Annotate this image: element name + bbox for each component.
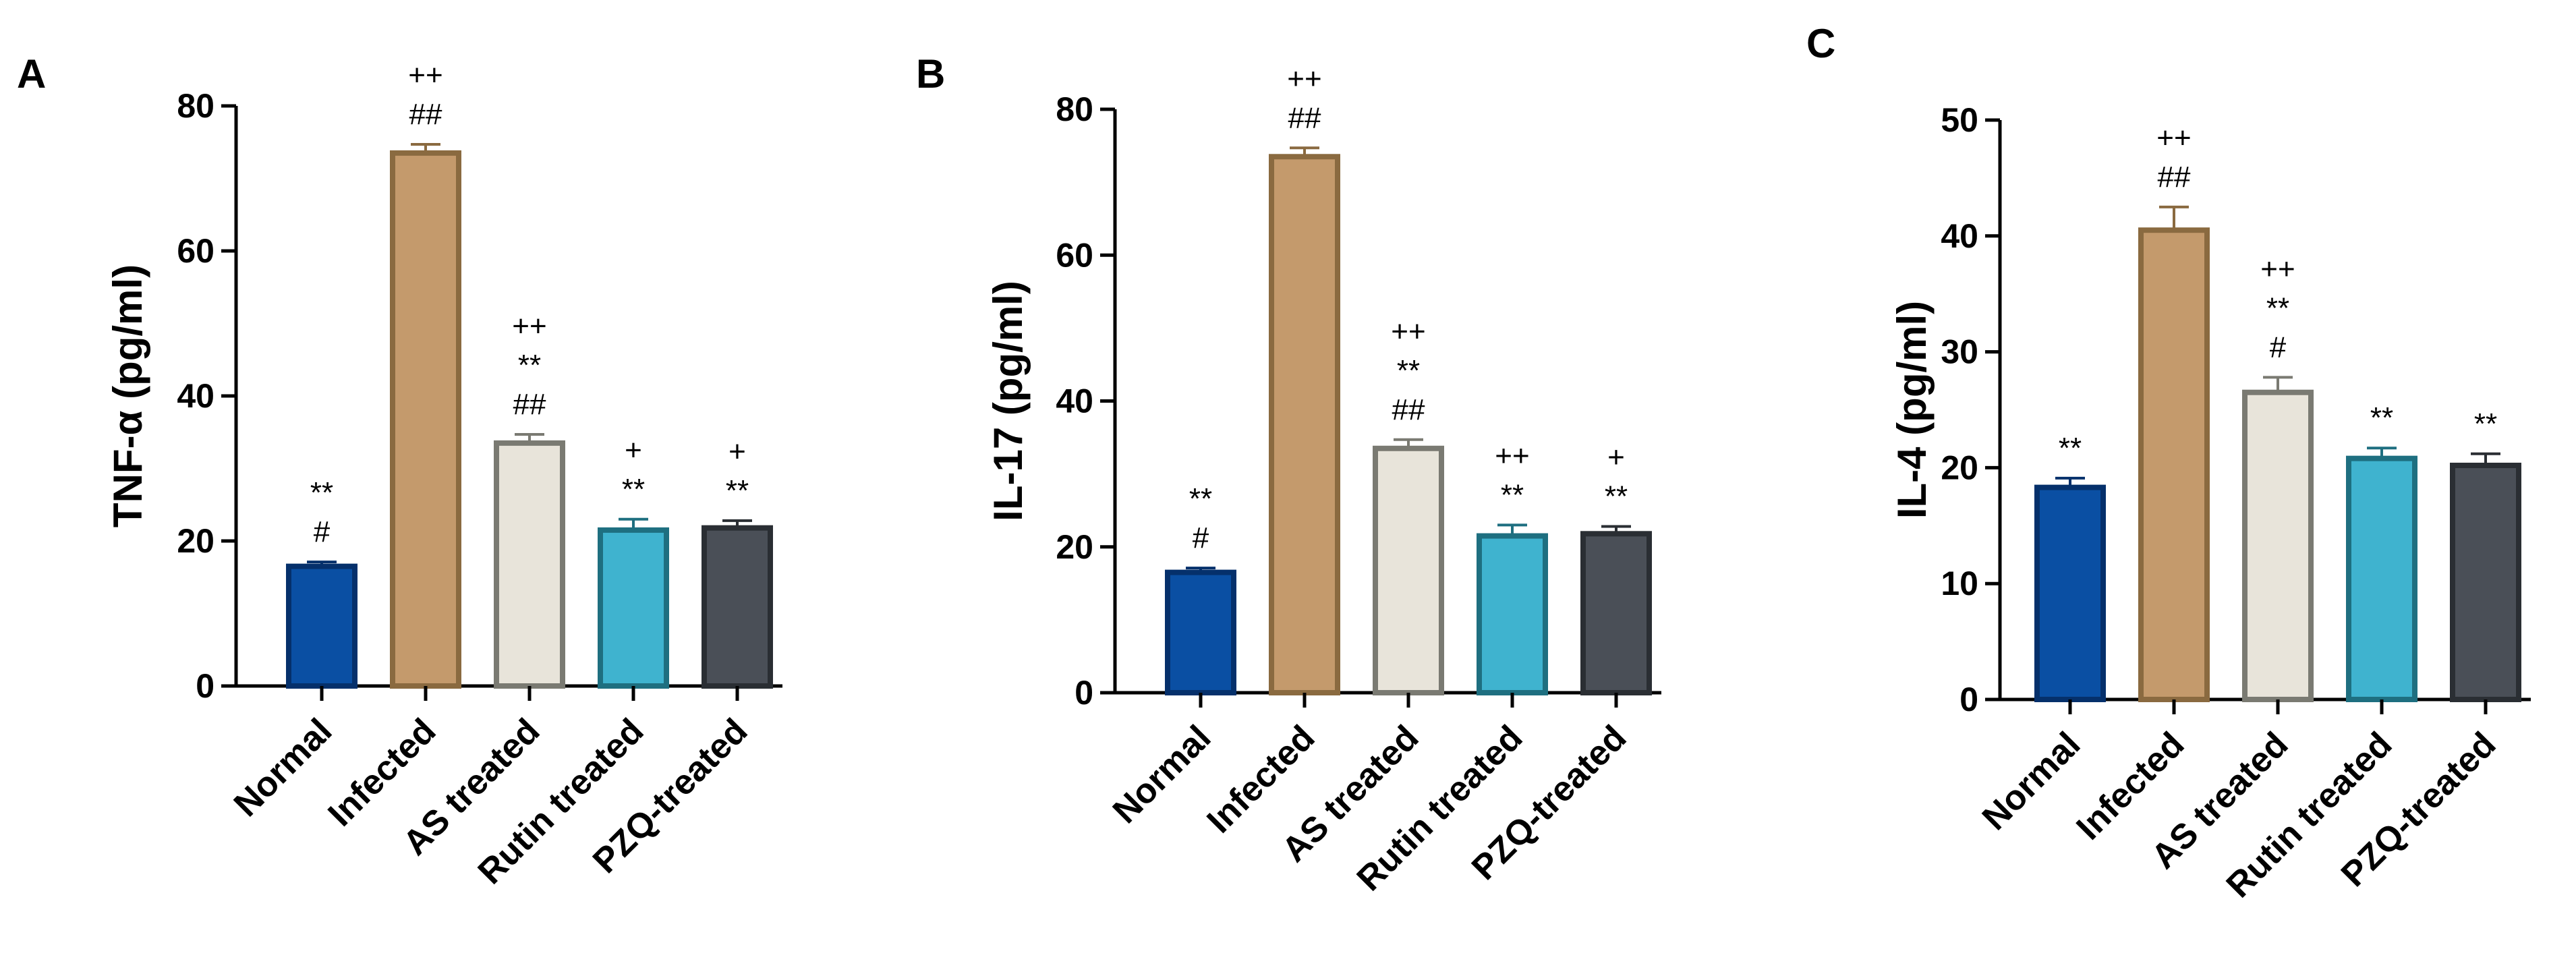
significance-label: # xyxy=(314,515,331,548)
y-tick-label: 0 xyxy=(1075,674,1093,712)
significance-label: ** xyxy=(1605,480,1628,513)
bar-rutin-treated xyxy=(598,527,669,689)
bar-rutin-treated xyxy=(2346,455,2417,702)
bar-normal xyxy=(286,563,357,689)
y-tick-label: 20 xyxy=(1941,449,1978,486)
bar-as-treated xyxy=(1373,445,1444,695)
panel-letter: B xyxy=(916,51,945,96)
panel-letter: A xyxy=(17,51,46,96)
significance-label: ** xyxy=(1189,482,1212,515)
bar-pzq-treated xyxy=(702,525,773,689)
significance-label: ## xyxy=(2158,161,2191,194)
significance-label: ## xyxy=(1288,101,1321,134)
y-axis-label: IL-4 (pg/ml) xyxy=(1889,301,1935,519)
panel-letter: C xyxy=(1806,21,1835,66)
significance-label: ** xyxy=(1501,478,1524,511)
significance-label: ++ xyxy=(1287,62,1321,95)
bar-normal xyxy=(1165,569,1236,695)
significance-label: ** xyxy=(2474,407,2497,440)
significance-label: ++ xyxy=(2260,252,2295,285)
significance-label: ** xyxy=(622,473,645,506)
y-tick-label: 20 xyxy=(1056,528,1093,566)
bar-infected xyxy=(1269,154,1340,695)
y-tick-label: 60 xyxy=(177,232,214,270)
y-tick-label: 60 xyxy=(1056,236,1093,274)
significance-label: ** xyxy=(518,349,541,382)
significance-label: + xyxy=(625,434,642,467)
bar-as-treated xyxy=(2242,389,2314,702)
significance-label: + xyxy=(728,435,746,468)
bar-rutin-treated xyxy=(1477,533,1548,695)
y-tick-label: 0 xyxy=(196,667,214,705)
significance-label: # xyxy=(2270,331,2287,364)
significance-label: ++ xyxy=(408,59,442,92)
y-tick-label: 50 xyxy=(1941,101,1978,139)
significance-label: ** xyxy=(310,476,333,509)
significance-label: ## xyxy=(513,388,546,421)
bar-infected xyxy=(2138,227,2210,702)
significance-label: ** xyxy=(2059,432,2082,465)
bar-normal xyxy=(2034,484,2106,703)
y-tick-label: 40 xyxy=(177,377,214,415)
bar-infected xyxy=(390,150,461,689)
significance-label: ** xyxy=(2266,291,2289,324)
y-tick-label: 20 xyxy=(177,522,214,560)
significance-label: ++ xyxy=(512,310,546,343)
significance-label: # xyxy=(1193,521,1209,554)
significance-label: + xyxy=(1607,440,1625,474)
y-tick-label: 30 xyxy=(1941,333,1978,371)
significance-label: ## xyxy=(1392,393,1425,426)
significance-label: ** xyxy=(726,474,749,507)
significance-label: ## xyxy=(409,98,442,131)
significance-label: ++ xyxy=(2156,121,2191,154)
y-tick-label: 10 xyxy=(1941,565,1978,602)
significance-label: ++ xyxy=(1391,315,1425,348)
y-axis-label: TNF-α (pg/ml) xyxy=(105,264,150,527)
y-tick-label: 80 xyxy=(177,87,214,125)
bar-pzq-treated xyxy=(2450,462,2521,702)
significance-label: ++ xyxy=(1495,439,1529,472)
significance-label: ** xyxy=(2370,401,2393,434)
y-tick-label: 0 xyxy=(1959,681,1978,718)
y-tick-label: 40 xyxy=(1056,382,1093,420)
chart-panel-c: CIL-4 (pg/ml)01020304050Normal**Infected… xyxy=(1806,21,2531,905)
bar-as-treated xyxy=(494,440,565,689)
y-tick-label: 80 xyxy=(1056,90,1093,128)
chart-panel-b: BIL-17 (pg/ml)020406080Normal**#Infected… xyxy=(916,51,1661,898)
bar-pzq-treated xyxy=(1580,531,1652,695)
significance-label: ** xyxy=(1397,354,1420,387)
y-axis-label: IL-17 (pg/ml) xyxy=(985,281,1031,521)
y-tick-label: 40 xyxy=(1941,217,1978,255)
